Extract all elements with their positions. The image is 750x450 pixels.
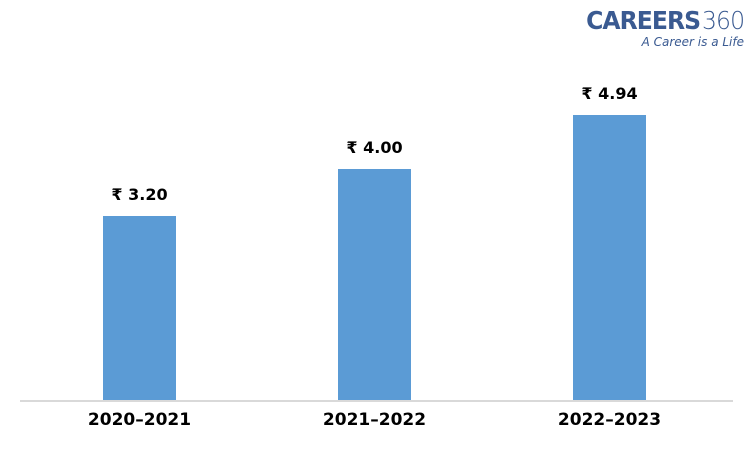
bar bbox=[338, 169, 411, 400]
x-axis-label: 2022–2023 bbox=[557, 410, 662, 430]
logo-text-360: 360 bbox=[701, 6, 745, 35]
bar-column: ₹ 4.94 bbox=[492, 60, 727, 400]
x-axis-label: 2021–2022 bbox=[322, 410, 427, 430]
bar-column: ₹ 3.20 bbox=[22, 60, 257, 400]
careers360-logo: CAREERS360 A Career is a Life bbox=[576, 6, 745, 49]
logo-text-careers: CAREERS bbox=[586, 6, 701, 35]
x-axis-labels: 2020–2021 2021–2022 2022–2023 bbox=[22, 410, 727, 430]
bar-column: ₹ 4.00 bbox=[257, 60, 492, 400]
logo-tagline: A Career is a Life bbox=[641, 35, 744, 49]
bar bbox=[103, 216, 176, 400]
x-axis-line bbox=[20, 400, 733, 402]
bar-value-label: ₹ 4.00 bbox=[346, 138, 403, 157]
plot-area: ₹ 3.20 ₹ 4.00 ₹ 4.94 bbox=[22, 60, 727, 400]
logo-wordmark: CAREERS360 bbox=[586, 6, 745, 35]
bar-value-label: ₹ 4.94 bbox=[581, 84, 638, 103]
x-axis-label: 2020–2021 bbox=[87, 410, 192, 430]
bar-value-label: ₹ 3.20 bbox=[111, 185, 168, 204]
bar bbox=[573, 115, 646, 400]
